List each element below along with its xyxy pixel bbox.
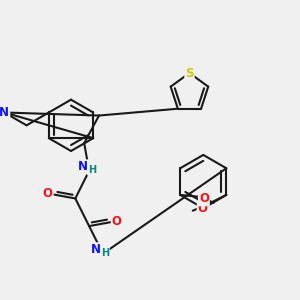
Text: H: H: [88, 165, 96, 175]
Text: H: H: [101, 248, 109, 258]
Text: O: O: [43, 187, 53, 200]
Text: O: O: [199, 192, 209, 206]
Text: O: O: [112, 215, 122, 228]
Text: O: O: [198, 202, 208, 215]
Text: N: N: [91, 243, 101, 256]
Text: N: N: [0, 106, 9, 119]
Text: S: S: [185, 67, 194, 80]
Text: N: N: [78, 160, 88, 173]
